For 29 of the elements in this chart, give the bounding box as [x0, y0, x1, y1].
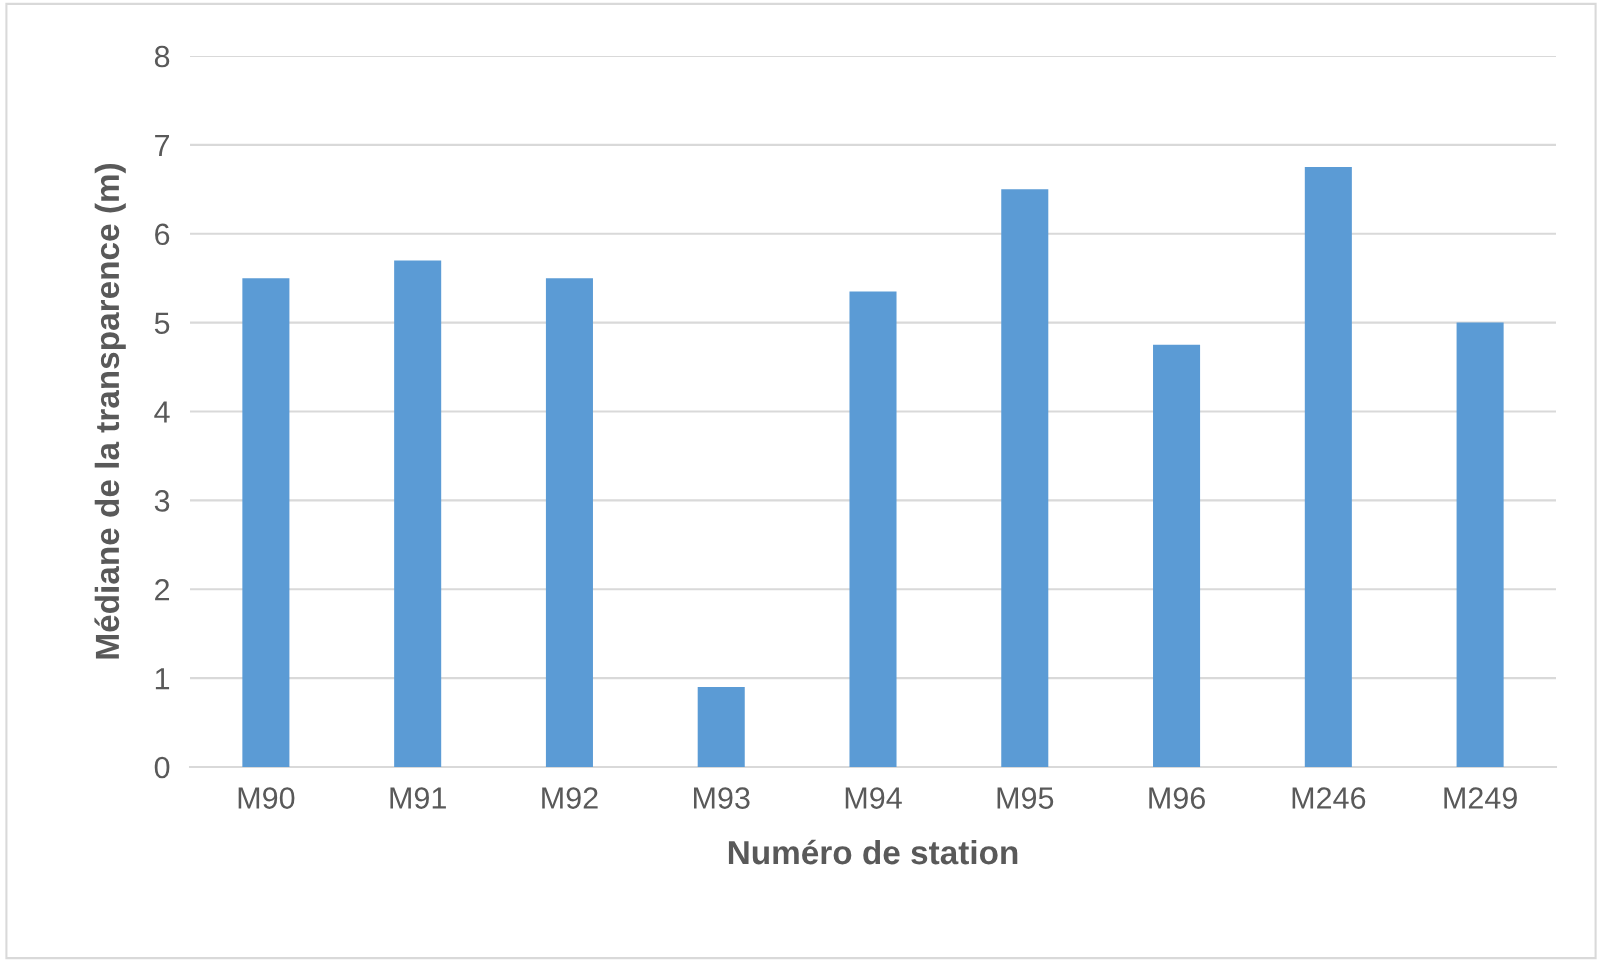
- x-tick-label: M96: [1149, 787, 1205, 809]
- bar: [242, 278, 290, 767]
- y-axis-title: Médiane de la transparence (m): [94, 163, 126, 659]
- y-tick-label: 0: [154, 756, 170, 779]
- y-tick-label: 6: [155, 223, 170, 246]
- bar: [394, 260, 442, 767]
- y-tick-label: 4: [154, 401, 170, 423]
- x-tick-label: M249: [1444, 787, 1517, 809]
- y-tick-label: 5: [154, 312, 170, 334]
- y-tick-label: 3: [154, 490, 170, 512]
- x-tick-label: M94: [845, 787, 902, 809]
- x-tick-label: M95: [997, 787, 1054, 809]
- x-tick-label: M246: [1292, 787, 1366, 809]
- x-tick-label: M92: [542, 787, 598, 809]
- bar: [1456, 322, 1504, 767]
- x-tick-label: M91: [390, 787, 446, 809]
- x-tick-label: M93: [694, 787, 750, 809]
- bar: [1304, 167, 1352, 767]
- x-axis-title: Numéro de station: [728, 839, 1018, 865]
- bar: [849, 291, 897, 767]
- y-tick-label: 1: [155, 668, 170, 690]
- x-tick-label: M90: [238, 787, 295, 809]
- bar: [1001, 189, 1049, 767]
- y-tick-label: 8: [154, 45, 170, 68]
- y-tick-label: 7: [155, 134, 170, 156]
- bar: [1153, 344, 1201, 767]
- bar: [697, 687, 745, 767]
- bar: [545, 278, 593, 767]
- y-tick-label: 2: [155, 578, 170, 601]
